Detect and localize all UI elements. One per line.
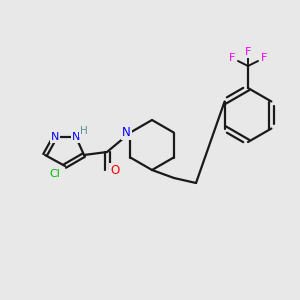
Text: F: F	[245, 47, 251, 57]
Text: N: N	[122, 126, 131, 139]
Text: Cl: Cl	[50, 169, 60, 179]
Text: F: F	[261, 53, 267, 63]
Text: N: N	[51, 132, 59, 142]
Text: F: F	[229, 53, 235, 63]
Text: H: H	[80, 126, 88, 136]
Text: O: O	[110, 164, 120, 176]
Text: N: N	[72, 132, 80, 142]
